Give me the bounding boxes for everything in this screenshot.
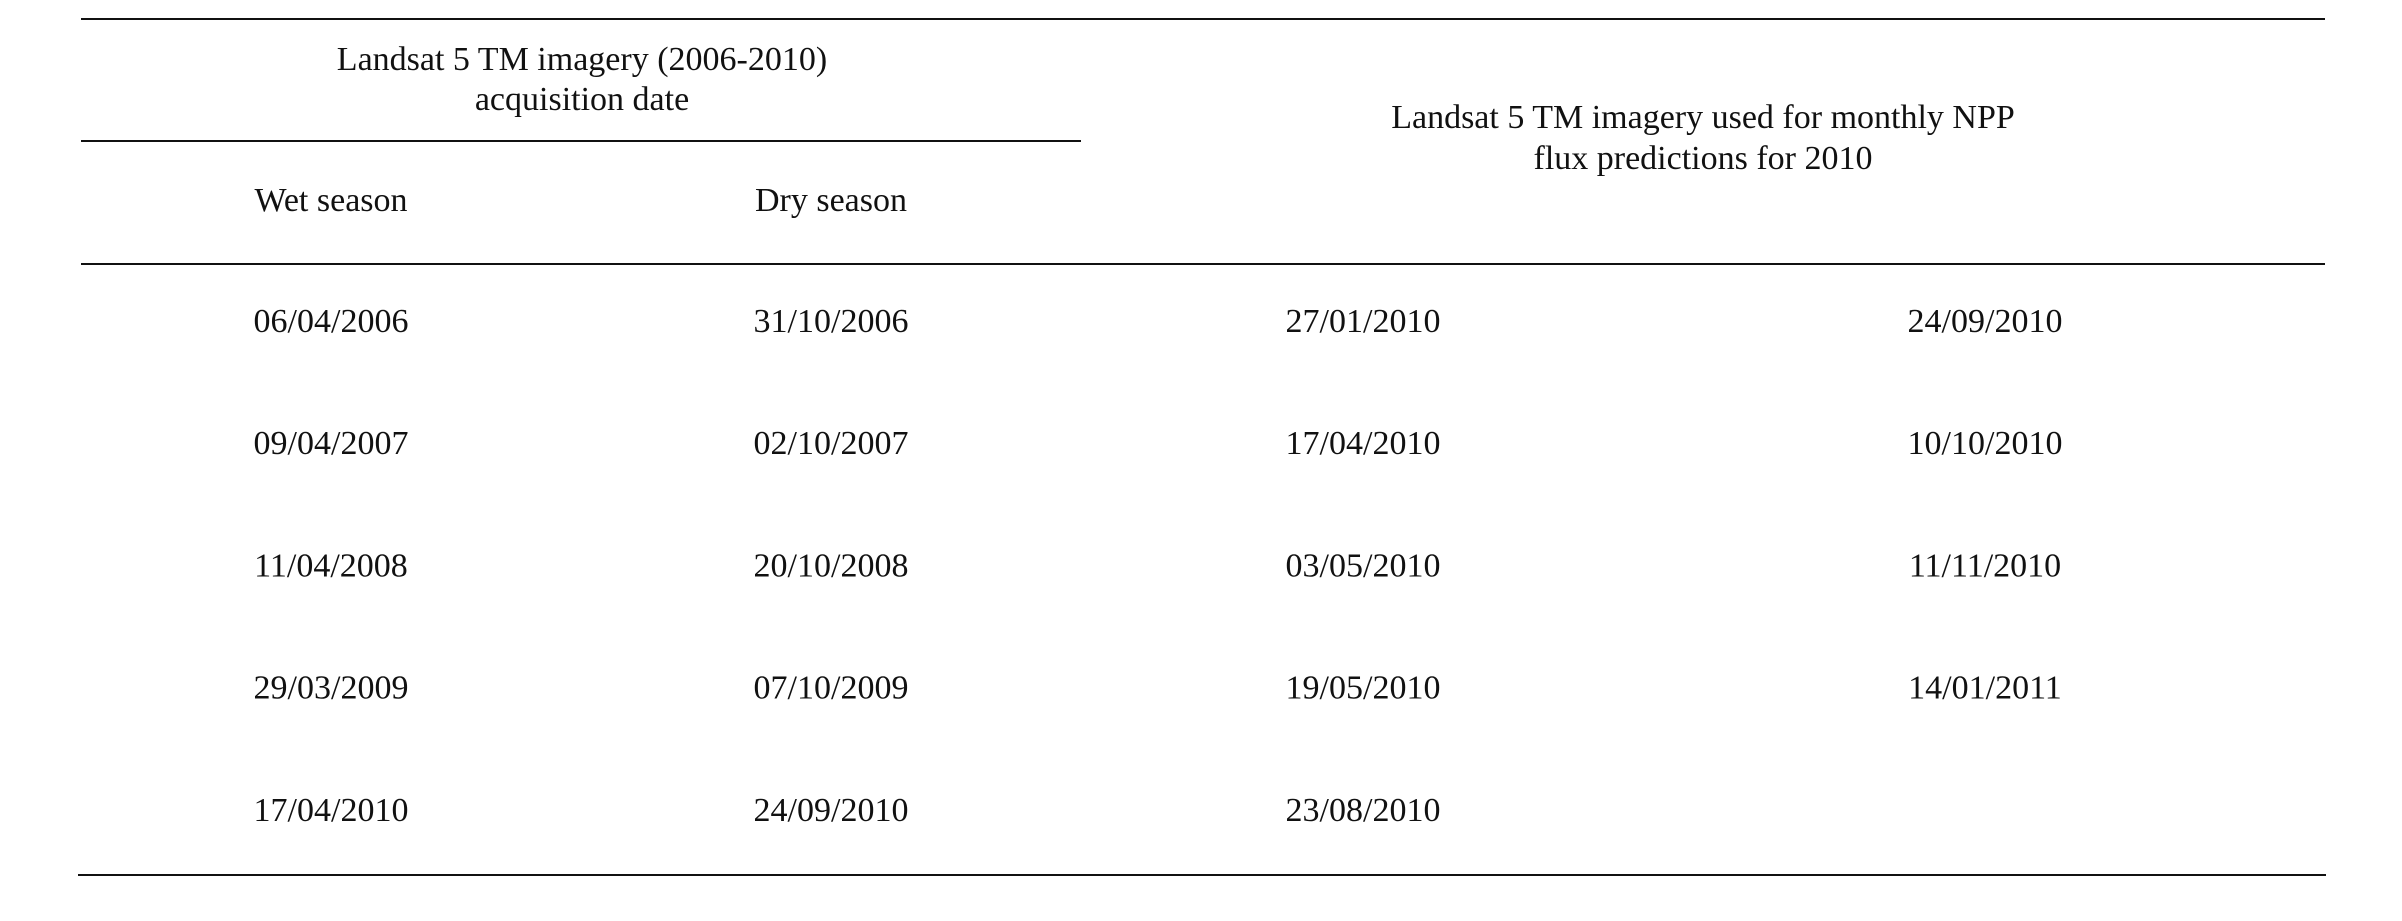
table-cell: 24/09/2010 bbox=[1908, 303, 2063, 340]
column-header: Dry season bbox=[755, 182, 907, 219]
table-cell: 17/04/2010 bbox=[1286, 425, 1441, 462]
table-cell: 02/10/2007 bbox=[754, 425, 909, 462]
table-cell: 17/04/2010 bbox=[254, 792, 409, 829]
table-cell: 14/01/2011 bbox=[1908, 670, 2062, 707]
table-cell: 19/05/2010 bbox=[1286, 670, 1441, 707]
group-header: Landsat 5 TM imagery used for monthly NP… bbox=[1391, 99, 2015, 136]
table-cell: 23/08/2010 bbox=[1286, 792, 1441, 829]
column-header: Wet season bbox=[254, 182, 407, 219]
table-cell: 29/03/2009 bbox=[254, 670, 409, 707]
group-header: acquisition date bbox=[475, 81, 689, 118]
table-cell: 10/10/2010 bbox=[1908, 425, 2063, 462]
table-cell: 03/05/2010 bbox=[1286, 547, 1441, 584]
table-cell: 06/04/2006 bbox=[254, 303, 409, 340]
table-cell: 09/04/2007 bbox=[254, 425, 409, 462]
table-cell: 07/10/2009 bbox=[754, 670, 909, 707]
table-cell: 27/01/2010 bbox=[1286, 303, 1441, 340]
group-header: Landsat 5 TM imagery (2006-2010) bbox=[337, 41, 827, 78]
group-header: flux predictions for 2010 bbox=[1534, 140, 1873, 177]
table-cell: 31/10/2006 bbox=[754, 303, 909, 340]
table-cell: 11/11/2010 bbox=[1909, 547, 2061, 584]
table-cell: 24/09/2010 bbox=[754, 792, 909, 829]
table-cell: 20/10/2008 bbox=[754, 547, 909, 584]
table-cell: 11/04/2008 bbox=[254, 547, 408, 584]
